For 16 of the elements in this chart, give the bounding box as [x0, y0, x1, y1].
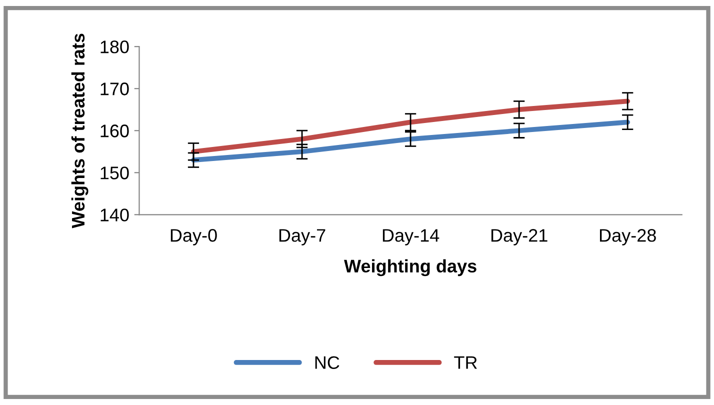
x-tick-label: Day-7 — [279, 229, 326, 246]
y-tick-label: 150 — [100, 166, 129, 180]
x-axis-title: Weighting days — [344, 259, 476, 276]
line-series — [191, 120, 630, 162]
x-tick-label: Day-14 — [382, 229, 440, 246]
y-tick-label: 140 — [100, 208, 129, 222]
y-tick-label: 180 — [100, 40, 129, 54]
legend-label: NC — [315, 356, 340, 369]
x-tick-label: Day-0 — [170, 229, 217, 246]
x-tick-label: Day-28 — [600, 229, 656, 246]
y-axis-title: Weights of treated rats — [71, 34, 88, 228]
y-tick-label: 160 — [100, 124, 129, 138]
y-tick-label: 170 — [100, 82, 129, 96]
x-tick-label: Day-21 — [491, 229, 548, 246]
legend-label: TR — [454, 356, 477, 369]
line-series — [191, 98, 630, 154]
